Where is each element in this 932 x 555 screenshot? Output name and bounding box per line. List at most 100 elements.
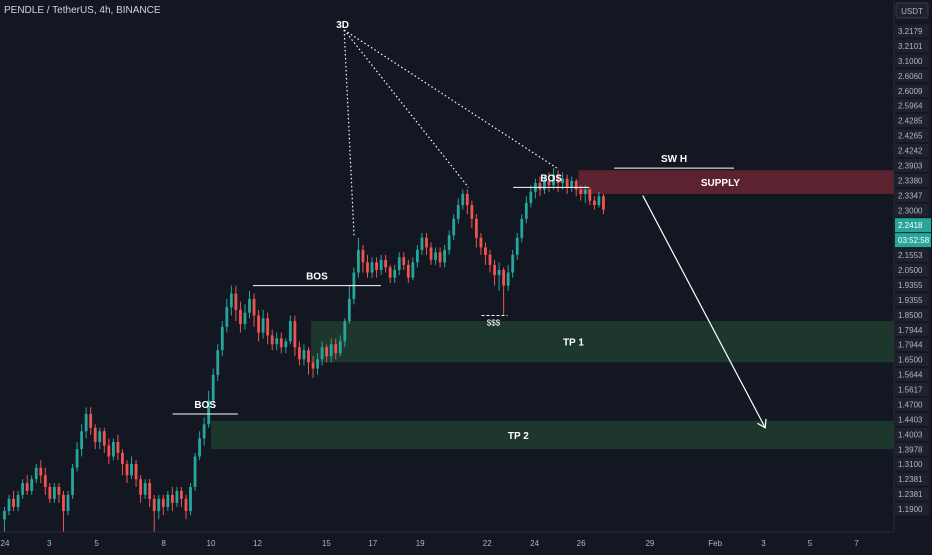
candle-body[interactable] [225, 307, 229, 327]
candle-body[interactable] [370, 262, 374, 273]
candle-body[interactable] [583, 189, 587, 194]
candle-body[interactable] [62, 494, 65, 512]
candle-body[interactable] [43, 475, 47, 487]
candle-body[interactable] [452, 218, 456, 236]
candle-body[interactable] [248, 298, 251, 313]
candle-body[interactable] [366, 262, 369, 273]
candle-body[interactable] [406, 264, 410, 278]
candle-body[interactable] [552, 174, 555, 186]
candle-body[interactable] [175, 490, 179, 503]
candle-body[interactable] [511, 254, 515, 273]
candle-body[interactable] [57, 486, 61, 495]
candle-body[interactable] [39, 467, 43, 476]
candle-body[interactable] [98, 431, 102, 442]
candle-body[interactable] [239, 309, 242, 324]
candle-body[interactable] [334, 344, 338, 354]
candle-body[interactable] [402, 257, 406, 265]
candle-body[interactable] [325, 347, 329, 357]
candle-body[interactable] [3, 511, 6, 520]
candle-body[interactable] [329, 344, 333, 357]
candle-body[interactable] [275, 338, 279, 345]
candle-body[interactable] [166, 494, 170, 507]
candle-body[interactable] [30, 479, 34, 491]
price-axis[interactable]: USDT 3.2179 3.2101 3.1000 2.6060 2.6009 2.5964… [893, 0, 932, 550]
candle-body[interactable] [12, 498, 15, 507]
candle-body[interactable] [425, 237, 428, 248]
candle-body[interactable] [184, 498, 188, 512]
candle-body[interactable] [102, 431, 106, 446]
candle-body[interactable] [592, 200, 596, 206]
candle-body[interactable] [152, 498, 156, 512]
candle-body[interactable] [347, 298, 351, 322]
candle-body[interactable] [261, 318, 265, 333]
candle-body[interactable] [130, 463, 133, 476]
candle-body[interactable] [107, 445, 111, 457]
candle-body[interactable] [397, 257, 401, 270]
candle-body[interactable] [357, 249, 360, 273]
candle-body[interactable] [538, 183, 542, 190]
candle-body[interactable] [361, 249, 365, 263]
candle-body[interactable] [52, 486, 56, 499]
candle-body[interactable] [388, 267, 392, 278]
candle-body[interactable] [189, 486, 192, 512]
candle-body[interactable] [338, 341, 342, 354]
candle-body[interactable] [75, 449, 79, 468]
candle-body[interactable] [393, 269, 397, 278]
candle-body[interactable] [220, 326, 224, 351]
candle-body[interactable] [7, 498, 11, 512]
candle-body[interactable] [116, 441, 120, 453]
time-axis[interactable]: 24 3 5 8 10 12 15 17 19 22 24 26 29 Feb 3 5 7 [0, 531, 894, 548]
candle-body[interactable] [493, 264, 496, 276]
candle-body[interactable] [574, 180, 578, 190]
currency-button[interactable] [895, 2, 929, 19]
candle-body[interactable] [198, 438, 201, 457]
candle-body[interactable] [180, 490, 183, 499]
candle-body[interactable] [71, 467, 74, 495]
candle-body[interactable] [320, 347, 324, 360]
candle-body[interactable] [411, 262, 415, 278]
candle-body[interactable] [243, 312, 247, 324]
candle-body[interactable] [488, 254, 492, 265]
candle-body[interactable] [479, 237, 483, 248]
candle-body[interactable] [547, 180, 551, 186]
candle-body[interactable] [597, 196, 601, 206]
candle-body[interactable] [139, 479, 143, 495]
candle-body[interactable] [379, 259, 383, 270]
candle-body[interactable] [66, 494, 70, 512]
candle-body[interactable] [588, 189, 592, 201]
candle-body[interactable] [561, 178, 565, 184]
candle-body[interactable] [25, 483, 29, 491]
candle-body[interactable] [16, 494, 20, 507]
candle-body[interactable] [34, 467, 38, 480]
candle-body[interactable] [502, 269, 506, 286]
candle-body[interactable] [474, 218, 478, 238]
candle-body[interactable] [216, 350, 220, 375]
candle-body[interactable] [121, 452, 124, 464]
candle-body[interactable] [202, 424, 206, 439]
candle-body[interactable] [293, 321, 297, 348]
candle-body[interactable] [298, 347, 301, 360]
candle-body[interactable] [375, 262, 378, 270]
candle-body[interactable] [506, 272, 510, 286]
candle-body[interactable] [207, 400, 211, 425]
candle-body[interactable] [288, 321, 292, 342]
candle-body[interactable] [443, 249, 447, 263]
candle-body[interactable] [93, 427, 97, 442]
candle-body[interactable] [343, 321, 347, 342]
candle-body[interactable] [570, 180, 574, 188]
candle-body[interactable] [170, 494, 174, 503]
candle-body[interactable] [484, 247, 487, 255]
candle-body[interactable] [543, 180, 546, 190]
candle-body[interactable] [307, 350, 310, 363]
candle-body[interactable] [21, 483, 25, 495]
candle-body[interactable] [157, 498, 161, 512]
candle-body[interactable] [524, 202, 528, 219]
candle-body[interactable] [497, 269, 501, 276]
candle-body[interactable] [229, 293, 233, 308]
candle-body[interactable] [461, 193, 465, 206]
candle-body[interactable] [84, 414, 88, 432]
candle-body[interactable] [270, 335, 274, 345]
candle-body[interactable] [520, 218, 524, 238]
candle-body[interactable] [515, 237, 519, 255]
candle-body[interactable] [302, 350, 306, 360]
